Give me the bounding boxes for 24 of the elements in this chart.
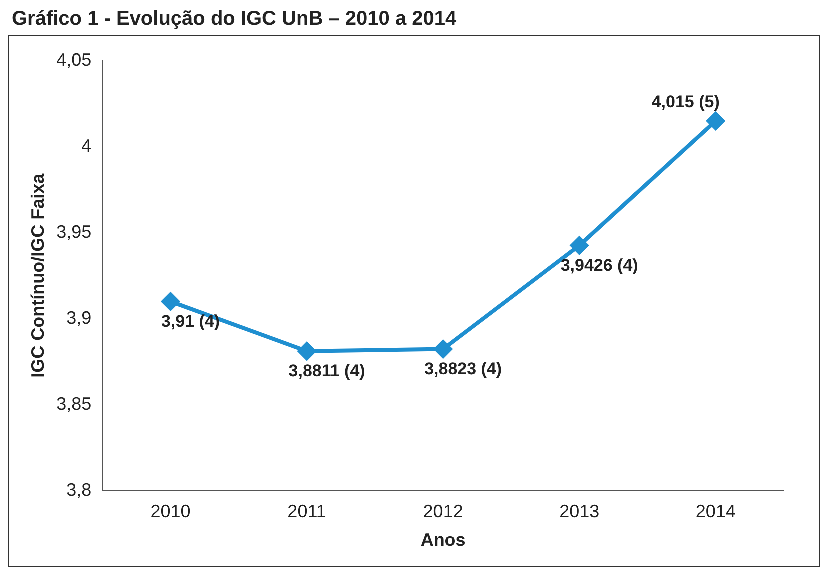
y-tick-label: 4,05: [56, 50, 92, 70]
point: [434, 340, 452, 358]
x-tick-label: 2012: [423, 502, 464, 522]
y-tick-label: 3,95: [56, 222, 92, 242]
x-tick-label: 2013: [560, 502, 600, 522]
data-label: 3,8823 (4): [424, 359, 502, 378]
y-tick-label: 3,85: [56, 394, 92, 414]
point: [298, 342, 316, 360]
y-tick-label: 3,8: [66, 480, 92, 500]
data-label: 3,9426 (4): [560, 256, 638, 275]
y-tick-label: 3,9: [66, 308, 92, 328]
point: [706, 112, 725, 130]
x-tick-label: 2011: [288, 502, 326, 522]
x-tick-label: 2014: [696, 502, 736, 522]
point: [570, 236, 589, 255]
data-label: 4,015 (5): [652, 92, 720, 112]
point: [162, 292, 180, 311]
x-tick-label: 2010: [150, 502, 191, 522]
y-axis-title: IGC Contínuo/IGC Faixa: [28, 172, 48, 378]
chart-title: Gráfico 1 - Evolução do IGC UnB – 2010 a 2014: [12, 8, 458, 31]
y-tick-label: 4: [82, 136, 92, 156]
x-axis-title: Anos: [420, 530, 466, 550]
data-label: 3,8811 (4): [288, 362, 366, 381]
data-label: 3,91 (4): [161, 312, 220, 331]
